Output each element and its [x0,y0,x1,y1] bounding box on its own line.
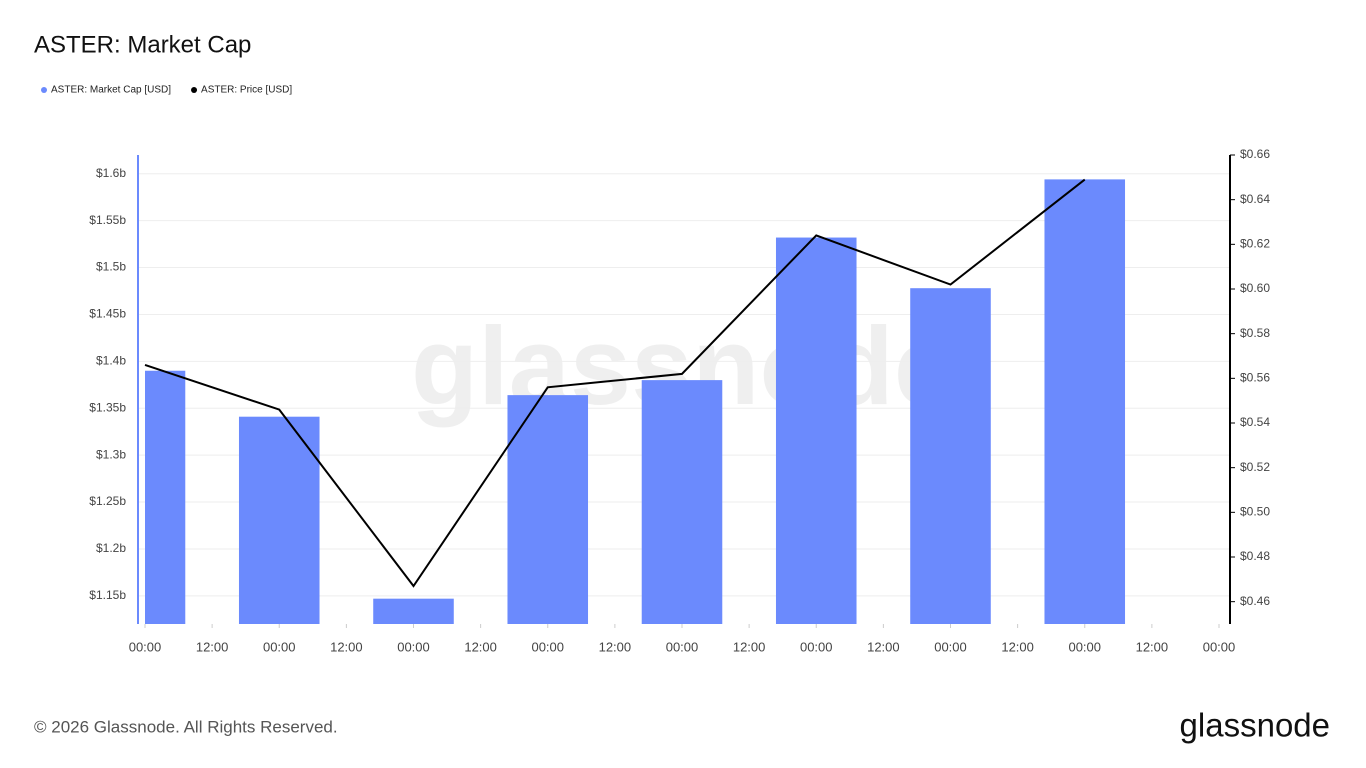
y-tick-label: $1.3b [96,447,126,461]
y2-tick-label: $0.66 [1240,147,1270,161]
y-tick-label: $1.6b [96,166,126,180]
bar [1044,179,1126,624]
x-tick-label: 00:00 [397,639,430,654]
legend-marker [41,87,47,93]
y2-tick-label: $0.56 [1240,371,1270,385]
y2-tick-label: $0.46 [1240,594,1270,608]
y2-tick-label: $0.62 [1240,237,1270,251]
y2-tick-label: $0.58 [1240,326,1270,340]
y-tick-label: $1.25b [89,494,126,508]
y-tick-label: $1.15b [89,588,126,602]
bar [775,237,857,624]
x-tick-label: 00:00 [1068,639,1101,654]
x-tick-label: 00:00 [666,639,699,654]
x-tick-label: 00:00 [129,639,162,654]
y2-tick-label: $0.52 [1240,460,1270,474]
y-tick-label: $1.55b [89,213,126,227]
x-tick-label: 12:00 [196,639,229,654]
footer: © 2026 Glassnode. All Rights Reserved. [34,717,338,736]
x-tick-label: 00:00 [1203,639,1236,654]
x-tick-label: 12:00 [867,639,900,654]
y2-tick-label: $0.60 [1240,281,1270,295]
y2-tick-label: $0.54 [1240,415,1270,429]
chart-title: ASTER: Market Cap [34,31,251,58]
x-tick-label: 12:00 [599,639,632,654]
y-tick-label: $1.2b [96,541,126,555]
bar [373,598,454,624]
logo: glassnode [1180,707,1330,744]
x-tick-label: 00:00 [263,639,296,654]
bar [507,395,589,624]
bar [145,370,186,624]
legend-label: ASTER: Market Cap [USD] [51,85,171,96]
legend-label: ASTER: Price [USD] [201,85,292,96]
bar [641,380,723,624]
y2-tick-label: $0.64 [1240,192,1270,206]
x-tick-label: 12:00 [330,639,363,654]
y-tick-label: $1.35b [89,400,126,414]
y-tick-label: $1.45b [89,307,126,321]
x-tick-label: 00:00 [531,639,564,654]
y2-tick-label: $0.50 [1240,505,1270,519]
x-tick-label: 00:00 [800,639,833,654]
y2-tick-label: $0.48 [1240,549,1270,563]
x-tick-label: 12:00 [1001,639,1034,654]
bar [238,416,320,624]
y-tick-label: $1.5b [96,260,126,274]
x-tick-label: 12:00 [733,639,766,654]
x-tick-label: 12:00 [1136,639,1169,654]
plot [145,179,1126,624]
bar [910,288,991,624]
x-tick-label: 00:00 [934,639,967,654]
price-line [144,178,1086,588]
y-tick-label: $1.4b [96,354,126,368]
x-tick-label: 12:00 [464,639,497,654]
legend-marker [191,87,198,93]
